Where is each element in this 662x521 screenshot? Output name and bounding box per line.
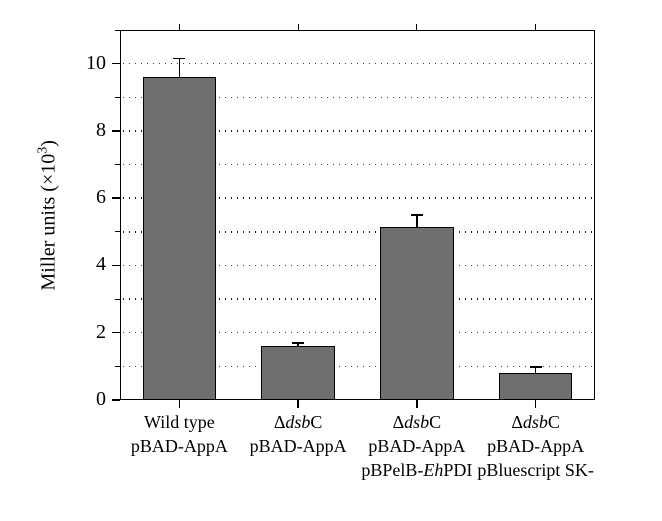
x-bottom-tick bbox=[297, 400, 299, 408]
bar-chart: 0246810Wild typepBAD-AppAΔdsbCpBAD-AppAΔ… bbox=[0, 0, 662, 521]
x-bottom-tick bbox=[179, 400, 181, 408]
y-minor-tick bbox=[115, 299, 120, 300]
y-major-tick bbox=[112, 197, 120, 199]
x-tick-label: pBluescript SK- bbox=[456, 460, 616, 481]
y-minor-tick bbox=[115, 30, 120, 31]
bar bbox=[261, 346, 335, 400]
y-tick-label: 4 bbox=[72, 253, 106, 276]
y-tick-label: 2 bbox=[72, 321, 106, 344]
bar bbox=[380, 227, 454, 400]
y-tick-label: 6 bbox=[72, 186, 106, 209]
y-minor-tick bbox=[115, 366, 120, 367]
x-top-tick bbox=[535, 24, 536, 30]
error-cap bbox=[530, 366, 542, 368]
error-cap bbox=[411, 214, 423, 216]
y-major-tick bbox=[112, 399, 120, 401]
bar bbox=[143, 77, 217, 400]
y-major-tick bbox=[112, 130, 120, 132]
x-top-tick bbox=[416, 24, 417, 30]
x-tick-label: ΔdsbC bbox=[456, 412, 616, 433]
x-bottom-tick bbox=[535, 400, 537, 408]
x-top-tick bbox=[298, 24, 299, 30]
error-bar bbox=[416, 215, 418, 227]
y-tick-label: 10 bbox=[72, 52, 106, 75]
error-bar bbox=[535, 367, 537, 373]
y-tick-label: 0 bbox=[72, 388, 106, 411]
error-cap bbox=[292, 342, 304, 344]
error-cap bbox=[173, 58, 185, 60]
y-minor-tick bbox=[115, 231, 120, 232]
x-top-tick bbox=[179, 24, 180, 30]
y-tick-label: 8 bbox=[72, 119, 106, 142]
y-major-tick bbox=[112, 332, 120, 334]
y-major-tick bbox=[112, 265, 120, 267]
y-major-tick bbox=[112, 63, 120, 65]
y-axis-label: Miller units (×103) bbox=[36, 85, 61, 345]
x-tick-label: pBAD-AppA bbox=[456, 436, 616, 457]
y-minor-tick bbox=[115, 164, 120, 165]
y-minor-tick bbox=[115, 97, 120, 98]
error-bar bbox=[179, 59, 181, 78]
x-bottom-tick bbox=[416, 400, 418, 408]
bar bbox=[499, 373, 573, 400]
